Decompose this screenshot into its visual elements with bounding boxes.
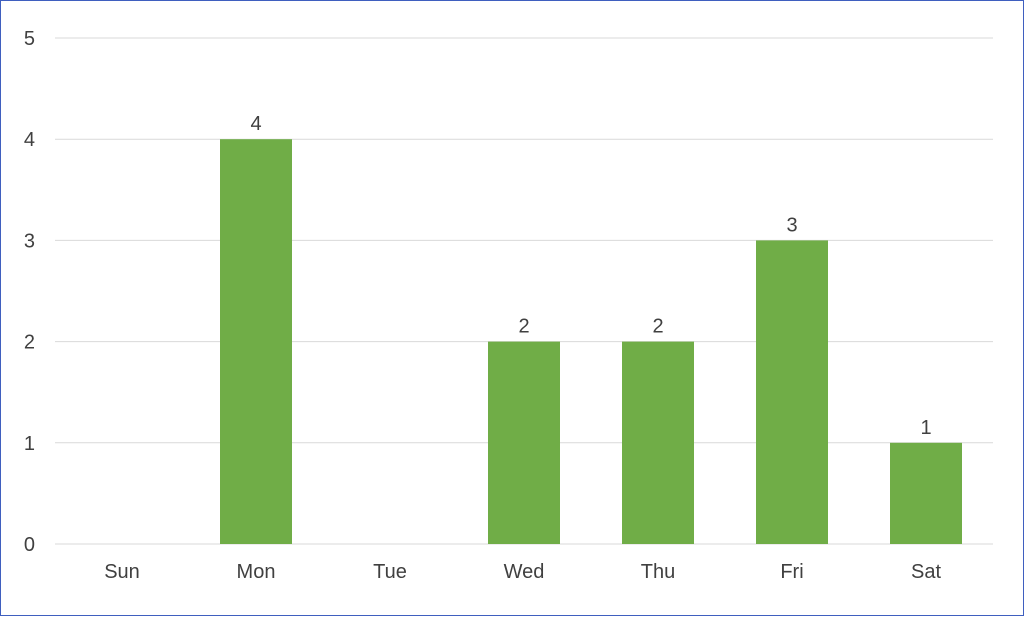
x-tick-label-sat: Sat: [911, 561, 941, 583]
bar-mon: [220, 139, 292, 544]
x-tick-label-fri: Fri: [780, 561, 803, 583]
x-tick-label-tue: Tue: [373, 561, 407, 583]
bar-wed: [488, 341, 560, 544]
y-tick-label: 4: [24, 129, 35, 151]
data-label-fri: 3: [786, 214, 797, 236]
x-tick-label-sun: Sun: [104, 561, 140, 583]
y-tick-label: 2: [24, 332, 35, 354]
y-tick-label: 5: [24, 28, 35, 50]
x-tick-label-wed: Wed: [504, 561, 545, 583]
x-tick-label-mon: Mon: [237, 561, 276, 583]
data-label-mon: 4: [250, 113, 261, 135]
data-label-sat: 1: [920, 417, 931, 439]
y-tick-label: 0: [24, 534, 35, 556]
bar-thu: [622, 341, 694, 544]
data-label-wed: 2: [518, 316, 529, 338]
bar-sat: [890, 442, 962, 544]
data-label-thu: 2: [652, 316, 663, 338]
x-tick-label-thu: Thu: [641, 561, 675, 583]
y-tick-label: 3: [24, 230, 35, 252]
y-tick-label: 1: [24, 433, 35, 455]
bar-fri: [756, 240, 828, 544]
